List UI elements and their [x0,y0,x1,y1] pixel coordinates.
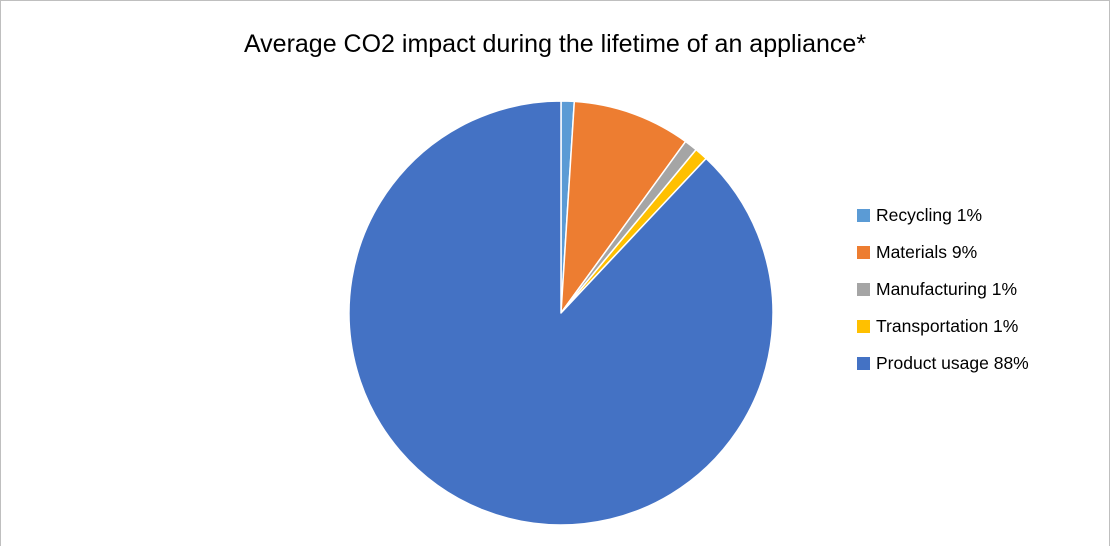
legend-label: Recycling 1% [876,205,983,225]
chart-title: Average CO2 impact during the lifetime o… [243,30,867,58]
legend-swatch [857,283,870,296]
legend-label: Materials 9% [876,242,978,262]
pie-slice-product-usage [348,100,774,526]
legend-label: Manufacturing 1% [876,279,1018,299]
legend-item-manufacturing: Manufacturing 1% [857,271,1029,308]
legend-item-materials: Materials 9% [857,234,1029,271]
legend-swatch [857,209,870,222]
legend-swatch [857,246,870,259]
legend-item-recycling: Recycling 1% [857,197,1029,234]
legend-swatch [857,320,870,333]
legend-label: Product usage 88% [876,353,1029,373]
legend-item-transportation: Transportation 1% [857,308,1029,345]
legend-label: Transportation 1% [876,316,1019,336]
legend-swatch [857,357,870,370]
legend-item-product-usage: Product usage 88% [857,345,1029,382]
chart-legend: Recycling 1% Materials 9% Manufacturing 1%… [857,197,1029,382]
pie-slice-materials [560,100,687,314]
